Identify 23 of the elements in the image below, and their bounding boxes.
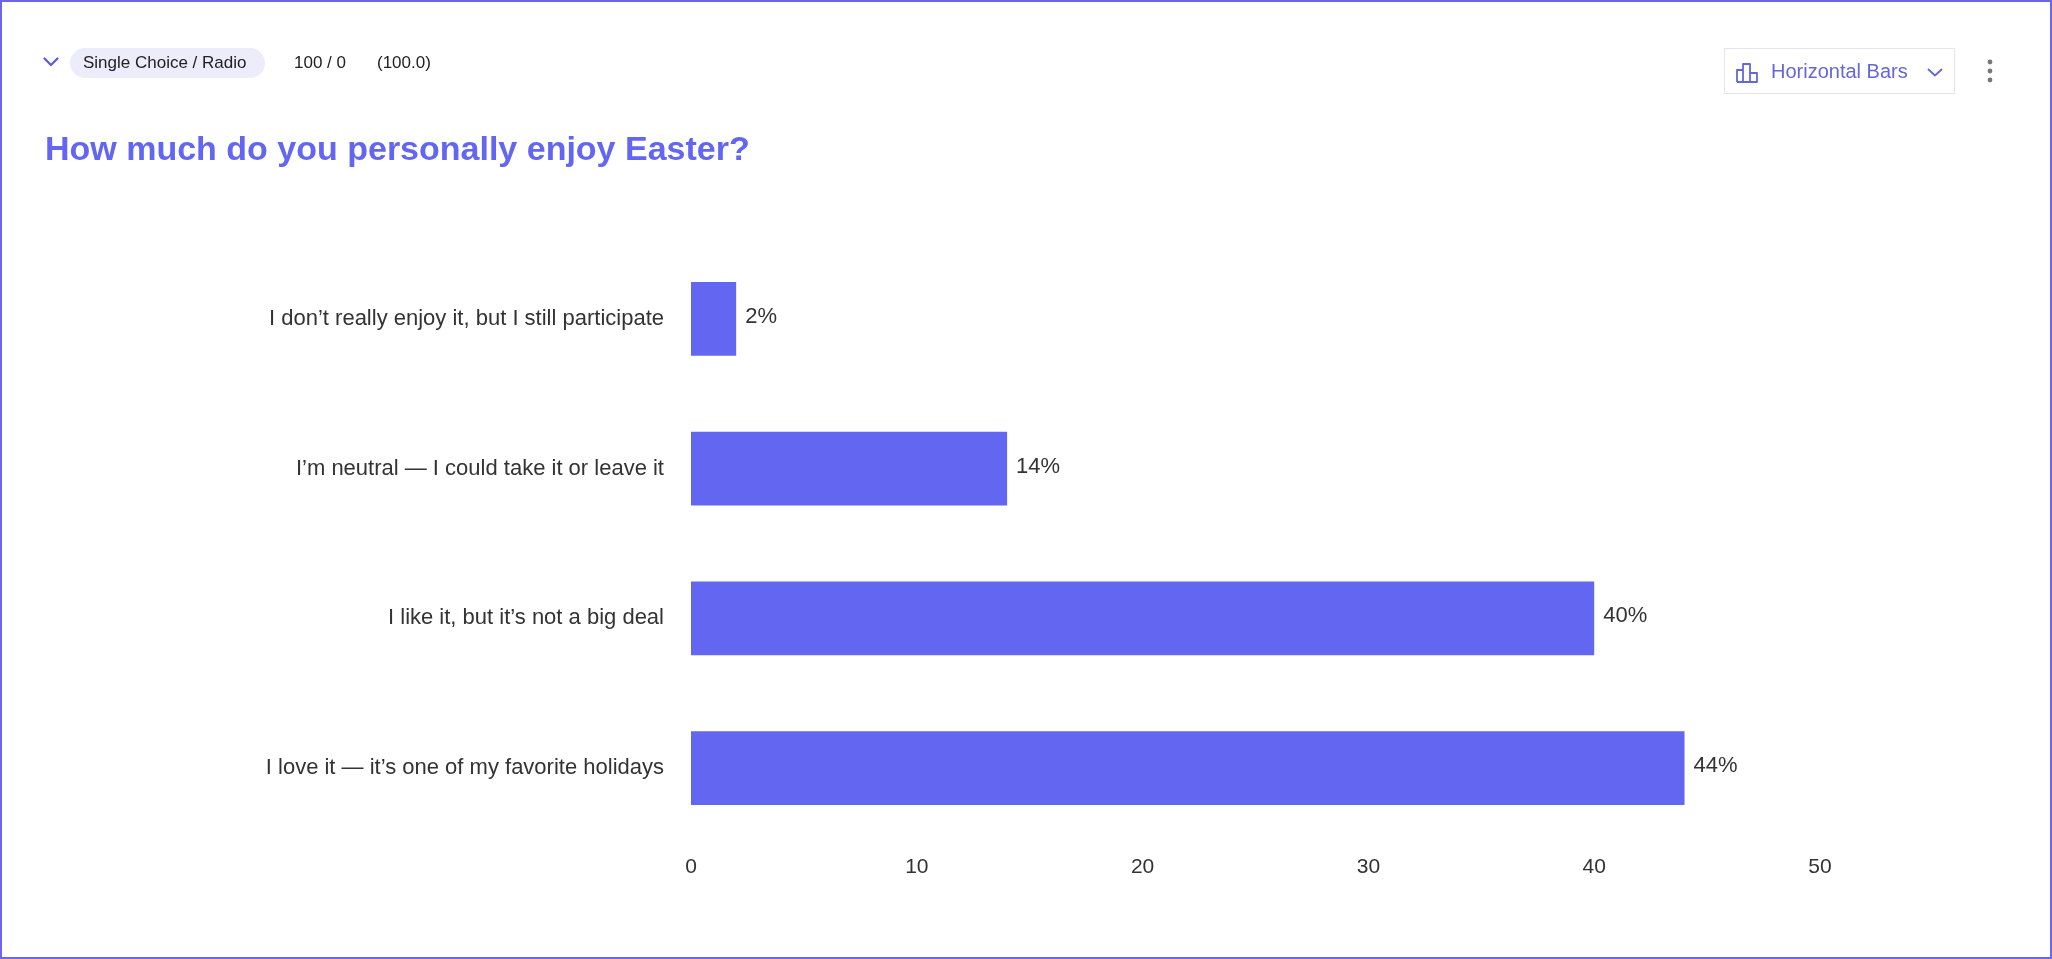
data-label: 14% — [1016, 452, 1061, 478]
y-tick-label: I don’t really enjoy it, but I still participate — [269, 304, 664, 330]
bar — [691, 431, 1008, 506]
data-label: 2% — [745, 302, 777, 328]
data-label: 44% — [1693, 752, 1738, 778]
data-label: 40% — [1603, 602, 1648, 628]
bar — [691, 281, 737, 356]
y-tick-label: I’m neutral — I could take it or leave it — [295, 454, 664, 480]
x-tick-label: 20 — [1130, 854, 1155, 878]
text: Single Choice / Radio — [83, 52, 247, 74]
y-tick-label: I love it — it’s one of my favorite holidays — [265, 754, 664, 780]
x-tick-label: 50 — [1808, 854, 1832, 878]
bar — [691, 731, 1685, 806]
y-tick-label: I like it, but it’s not a big deal — [388, 604, 664, 630]
x-tick-label: 40 — [1582, 854, 1606, 878]
bar — [691, 581, 1595, 656]
text: How much do you personally enjoy Easter? — [45, 128, 750, 168]
x-tick-label: 0 — [685, 854, 697, 878]
x-tick-label: 30 — [1356, 854, 1381, 878]
text: (100.0) — [377, 52, 431, 74]
text: 100 / 0 — [294, 52, 346, 74]
text: Horizontal Bars — [1771, 59, 1908, 83]
x-tick-label: 10 — [905, 854, 929, 878]
